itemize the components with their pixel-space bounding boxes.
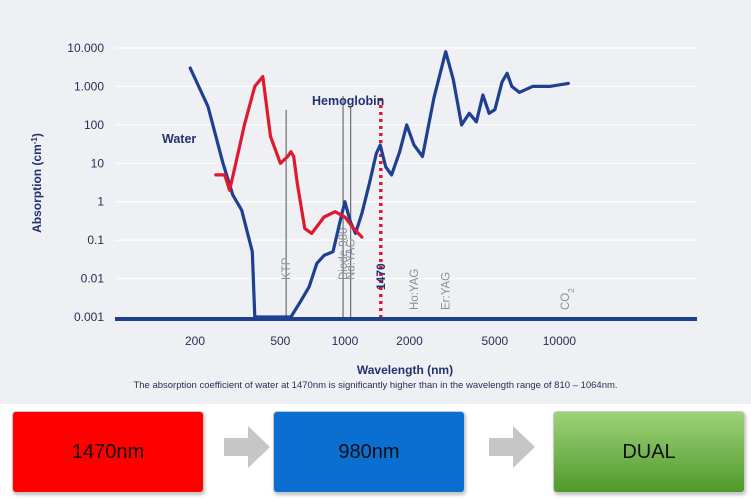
- arrow-right-icon: [224, 426, 270, 468]
- option-1470nm-button[interactable]: 1470nm: [12, 411, 204, 493]
- option-980nm-button[interactable]: 980nm: [273, 411, 465, 493]
- chart-caption: The absorption coefficient of water at 1…: [133, 380, 618, 391]
- y-tick-label: 0.01: [81, 272, 105, 286]
- chart-area: KTP Diode 980 Nd:YAG 1470 Ho:YAG Er:YAG CO2 10…: [0, 0, 751, 404]
- y-tick-label: 10: [91, 156, 105, 170]
- laser-label: Diode 980: [338, 228, 350, 280]
- laser-label: CO2: [560, 288, 576, 310]
- x-tick-label: 200: [185, 334, 205, 348]
- x-tick-label: 2000: [396, 334, 423, 348]
- x-tick-label: 10000: [543, 334, 577, 348]
- series-label-water: Water: [162, 132, 196, 146]
- y-tick-label: 1.000: [74, 79, 104, 93]
- arrow-right-icon: [489, 426, 535, 468]
- x-tick-label: 1000: [332, 334, 359, 348]
- y-tick-label: 1: [97, 195, 104, 209]
- laser-label: Nd:YAG: [346, 239, 358, 280]
- laser-label: KTP: [281, 257, 293, 280]
- series-line-hemoglobin: [214, 75, 364, 239]
- option-dual-button[interactable]: DUAL: [553, 411, 745, 493]
- option-980nm-label: 980nm: [338, 440, 400, 463]
- option-dual-label: DUAL: [622, 440, 676, 463]
- x-tick-label: 500: [270, 334, 290, 348]
- y-tick-label: 100: [84, 118, 104, 132]
- x-tick-label: 5000: [482, 334, 509, 348]
- x-axis-label: Wavelength (nm): [357, 363, 453, 377]
- series-labels: Water Hemoglobin: [162, 94, 384, 146]
- series-label-hemoglobin: Hemoglobin: [312, 94, 384, 108]
- option-1470nm-label: 1470nm: [71, 440, 145, 463]
- y-tick-label: 0.1: [87, 233, 104, 247]
- option-row: 1470nm 980nm DUAL: [0, 404, 751, 499]
- laser-label: 1470: [374, 263, 388, 290]
- y-tick-label: 10.000: [67, 41, 104, 55]
- tick-labels: 10.000 1.000 100 10 1 0.1 0.01 0.001 200 500 1000 2…: [67, 41, 576, 348]
- grid: [115, 47, 697, 280]
- y-tick-label: 0.001: [74, 310, 104, 324]
- laser-label: Ho:YAG: [409, 269, 421, 310]
- y-axis-label: Absorption (cm-1): [30, 133, 45, 233]
- laser-label: Er:YAG: [440, 272, 452, 310]
